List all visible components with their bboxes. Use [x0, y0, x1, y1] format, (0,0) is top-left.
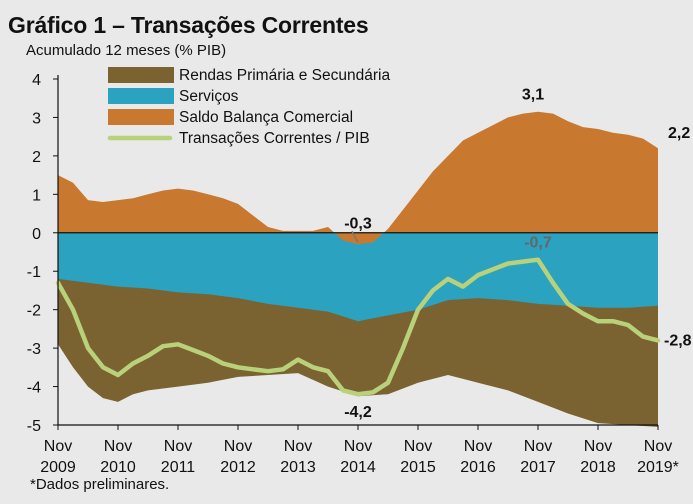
x-tick-month: Nov [164, 438, 192, 455]
x-tick-month: Nov [224, 438, 252, 455]
x-tick-month: Nov [584, 438, 612, 455]
legend-label: Transações Correntes / PIB [179, 130, 370, 147]
x-tick-year: 2014 [340, 459, 376, 476]
y-tick-label: 0 [32, 226, 41, 243]
y-tick-label: -3 [27, 341, 41, 358]
area-saldo-balanca [58, 111, 658, 245]
y-tick-label: -1 [27, 264, 41, 281]
data-label: -4,2 [344, 404, 372, 421]
y-tick-label: -4 [27, 380, 41, 397]
x-tick-year: 2017 [520, 459, 556, 476]
y-tick-label: 3 [32, 110, 41, 127]
x-tick-year: 2015 [400, 459, 436, 476]
line-transacoes-correntes [55, 257, 661, 397]
x-tick-year: 2016 [460, 459, 496, 476]
annotation-leader [351, 230, 359, 243]
data-label: 2,2 [668, 125, 690, 142]
y-tick-label: 4 [32, 72, 41, 89]
y-tick-label: -2 [27, 303, 41, 320]
data-label: -0,7 [524, 235, 552, 252]
x-tick-year: 2009 [40, 459, 76, 476]
data-label: 3,1 [522, 87, 544, 104]
x-tick-year: 2011 [161, 459, 196, 476]
legend-swatch [108, 67, 174, 83]
x-tick-month: Nov [404, 438, 432, 455]
x-tick-month: Nov [44, 438, 72, 455]
legend-label: Rendas Primária e Secundária [179, 67, 390, 84]
y-tick-label: 2 [32, 149, 41, 166]
legend-label: Saldo Balança Comercial [179, 109, 353, 126]
data-label: -0,3 [344, 215, 372, 232]
x-tick-month: Nov [524, 438, 552, 455]
chart-subtitle: Acumulado 12 meses (% PIB) [26, 42, 227, 59]
legend-label: Serviços [179, 88, 239, 105]
x-tick-month: Nov [284, 438, 312, 455]
x-tick-year: 2019* [637, 459, 679, 476]
data-label: -2,8 [664, 332, 692, 349]
legend-swatch [108, 109, 174, 125]
x-tick-month: Nov [644, 438, 672, 455]
y-tick-label: 1 [32, 187, 41, 204]
y-tick-label: -5 [27, 418, 41, 435]
x-tick-year: 2012 [220, 459, 256, 476]
chart-title: Gráfico 1 – Transações Correntes [8, 12, 369, 38]
area-servicos [58, 232, 658, 322]
x-tick-year: 2010 [100, 459, 136, 476]
x-tick-month: Nov [344, 438, 372, 455]
x-tick-month: Nov [464, 438, 492, 455]
x-tick-month: Nov [104, 438, 132, 455]
chart-footnote: *Dados preliminares. [30, 476, 170, 493]
x-tick-year: 2018 [580, 459, 616, 476]
legend-swatch [108, 88, 174, 104]
x-tick-year: 2013 [280, 459, 316, 476]
